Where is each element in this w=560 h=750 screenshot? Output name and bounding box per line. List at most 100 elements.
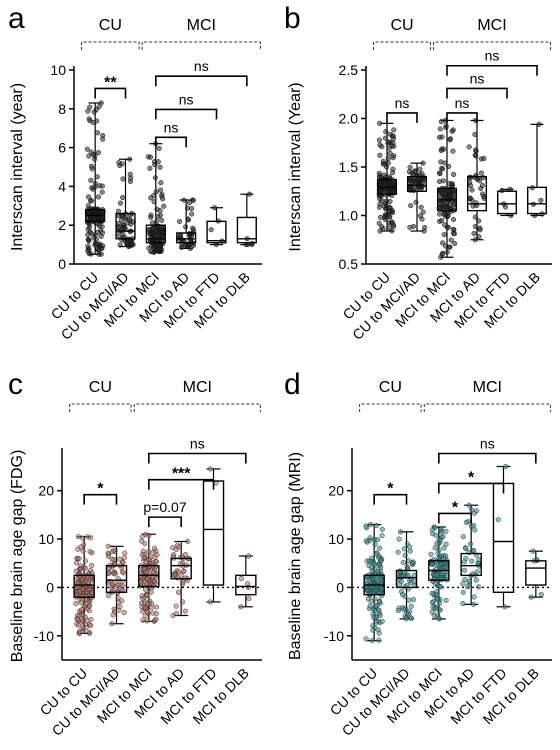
comparison-bracket xyxy=(438,512,472,524)
data-point xyxy=(460,534,466,540)
data-point xyxy=(397,529,404,535)
data-point xyxy=(144,592,150,599)
data-point xyxy=(467,541,474,547)
data-point xyxy=(146,245,152,251)
data-point xyxy=(440,178,446,184)
data-point xyxy=(95,194,102,200)
significance-label: ns xyxy=(480,435,495,451)
box-body xyxy=(525,560,547,586)
data-point xyxy=(372,607,378,614)
data-point xyxy=(434,596,440,602)
box-body xyxy=(236,216,257,244)
data-point xyxy=(146,532,152,538)
box-4 xyxy=(497,186,518,219)
data-point xyxy=(409,560,415,566)
panel-label: d xyxy=(284,368,301,401)
data-point xyxy=(93,106,99,113)
significance-label: ** xyxy=(104,74,117,91)
data-point xyxy=(536,121,542,127)
box-5 xyxy=(525,548,547,600)
data-point xyxy=(407,548,413,554)
data-point xyxy=(441,232,447,238)
data-point xyxy=(477,227,483,233)
significance-label: ns xyxy=(455,95,470,111)
data-point xyxy=(117,242,123,248)
data-point xyxy=(152,162,158,168)
data-point xyxy=(385,155,391,161)
data-point xyxy=(420,160,426,166)
data-point xyxy=(158,180,164,186)
data-point xyxy=(451,171,457,177)
data-point xyxy=(481,193,487,200)
y-axis-label: Baseline brain age gap (MRI) xyxy=(287,452,304,660)
data-point xyxy=(407,577,413,584)
box-5 xyxy=(235,553,257,610)
data-point xyxy=(88,535,94,541)
panel-c: c CU MCI -10 0 10 20 Baseline brain age gap (FD… xyxy=(8,368,262,739)
data-point xyxy=(406,597,412,603)
data-point xyxy=(395,549,401,555)
data-point xyxy=(407,164,413,170)
data-point xyxy=(363,636,369,642)
data-point xyxy=(89,231,95,237)
panel-a: a CU MCI 0 2 4 6 8 10 Interscan interval (year) **… xyxy=(8,2,262,343)
data-point xyxy=(463,546,469,552)
data-point xyxy=(78,600,84,606)
data-point xyxy=(238,575,244,582)
data-point xyxy=(159,217,165,223)
data-point xyxy=(408,203,414,209)
box-body xyxy=(115,212,136,240)
data-point xyxy=(422,224,428,231)
data-point xyxy=(80,535,86,541)
y-tick-label: 1.0 xyxy=(339,208,359,224)
data-point xyxy=(376,630,382,636)
data-point xyxy=(89,562,95,569)
data-point xyxy=(139,534,145,540)
significance-label: ns xyxy=(194,58,209,74)
data-point xyxy=(471,601,477,607)
data-point xyxy=(388,208,395,214)
data-point xyxy=(437,211,443,217)
data-point xyxy=(154,206,160,212)
data-point xyxy=(85,600,91,606)
significance-label: ns xyxy=(395,95,410,111)
data-point xyxy=(439,201,445,207)
data-point xyxy=(189,211,195,217)
data-point xyxy=(376,637,382,643)
data-point xyxy=(469,558,475,564)
data-point xyxy=(502,604,508,610)
group-bracket-mci xyxy=(433,41,551,50)
panel-label: a xyxy=(8,2,25,35)
data-point xyxy=(246,596,252,602)
box-body xyxy=(145,224,166,244)
data-point xyxy=(94,118,100,124)
data-point xyxy=(469,507,475,513)
data-point xyxy=(407,224,413,230)
data-point xyxy=(95,130,101,136)
box-body xyxy=(235,574,257,596)
data-point xyxy=(175,589,182,595)
data-point xyxy=(396,536,402,542)
data-point xyxy=(153,604,159,610)
box-body xyxy=(73,574,95,598)
data-point xyxy=(152,175,158,181)
data-point xyxy=(417,213,423,219)
data-point xyxy=(395,608,401,614)
data-point xyxy=(148,214,154,220)
data-point xyxy=(81,603,87,609)
points xyxy=(395,529,418,622)
box-2 xyxy=(137,531,160,624)
group-bracket-cu xyxy=(373,41,431,50)
data-point xyxy=(79,607,85,613)
data-point xyxy=(96,251,102,257)
significance-label: * xyxy=(97,481,104,498)
group-label-cu: CU xyxy=(89,379,112,396)
data-point xyxy=(429,609,435,615)
data-point xyxy=(119,598,125,604)
data-point xyxy=(429,599,435,605)
data-point xyxy=(105,553,111,559)
data-point xyxy=(390,133,396,139)
y-tick-label: -10 xyxy=(34,628,54,644)
y-tick-label: 6 xyxy=(58,140,66,156)
